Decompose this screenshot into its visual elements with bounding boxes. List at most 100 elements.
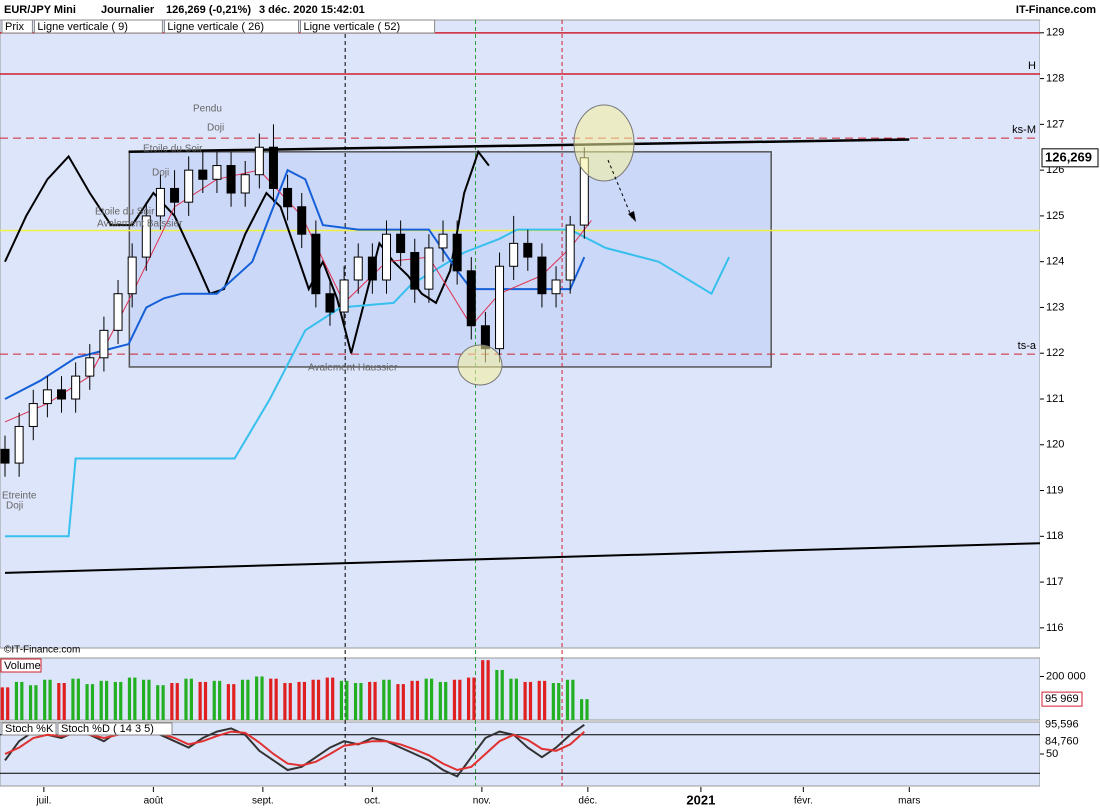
candle-body (297, 206, 307, 235)
volume-bar (260, 676, 264, 720)
volume-bar (218, 680, 222, 720)
candle-body (509, 242, 519, 267)
volume-bar (156, 685, 160, 720)
volume-bar (76, 678, 80, 720)
site: IT-Finance.com (1016, 4, 1096, 16)
volume-bar (127, 677, 132, 720)
volume-bar (466, 677, 471, 720)
last-volume-label: 95 969 (1045, 693, 1079, 705)
arrow-head (628, 211, 636, 222)
legend-box (33, 19, 163, 34)
x-tick-label: août (144, 796, 164, 807)
stoch-last-label: 95,596 (1045, 719, 1079, 731)
x-tick-label: oct. (364, 796, 380, 807)
candle-body (226, 165, 236, 194)
y-tick-label: 50 (1046, 748, 1058, 760)
pattern-label: Etreinte (2, 491, 37, 502)
volume-bar (486, 660, 490, 720)
volume-bar (509, 678, 513, 720)
volume-bar (523, 681, 527, 720)
legend-label: Ligne verticale ( 26) (167, 21, 264, 33)
candle-body (42, 389, 52, 405)
level-label: ks-M (1012, 124, 1036, 136)
volume-bar (543, 680, 547, 720)
candle-body (240, 174, 250, 194)
y-tick-label: 200 000 (1046, 670, 1086, 682)
volume-bar (85, 684, 89, 720)
stoch-last-label: 84,760 (1045, 736, 1079, 748)
volume-bar (113, 681, 117, 720)
last-volume-box (1041, 691, 1083, 707)
volume-bar (99, 680, 103, 720)
stoch-legend: Stoch %D ( 14 3 5) (61, 723, 154, 735)
x-tick-label: févr. (794, 796, 813, 807)
volume-bar (0, 687, 4, 720)
y-tick-label: 127 (1046, 118, 1064, 130)
volume-bar (20, 681, 24, 720)
level-label: H (1028, 60, 1036, 72)
volume-bar (28, 685, 33, 720)
x-tick-label: 2021 (686, 792, 715, 807)
volume-bar (288, 683, 292, 720)
stoch-legend-box (57, 722, 173, 736)
stoch-line (4, 723, 585, 778)
candle-body (551, 279, 561, 295)
volume-bar (472, 677, 476, 720)
volume-bar (580, 699, 584, 720)
volume-bar (105, 680, 109, 720)
volume-bar (62, 683, 66, 720)
volume-bar (571, 679, 575, 720)
volume-bar (198, 681, 202, 720)
y-tick-label: 123 (1046, 301, 1064, 313)
candle-body (127, 256, 137, 295)
candle-body (353, 256, 363, 281)
volume-bar (557, 683, 561, 720)
volume-bar (401, 684, 405, 720)
x-tick-label: nov. (473, 796, 491, 807)
volume-bar (495, 669, 499, 720)
y-tick-label: 121 (1046, 393, 1064, 405)
volume-bar (585, 699, 589, 720)
volume-bar (331, 677, 335, 720)
candle-body (184, 169, 194, 203)
volume-bar (382, 679, 386, 720)
y-tick-label: 125 (1046, 210, 1064, 222)
volume-bar (410, 680, 414, 720)
pattern-label: Doji (6, 501, 23, 512)
legend-box (1, 19, 33, 34)
highlight-circle (573, 104, 635, 182)
volume-bar (189, 678, 193, 720)
volume-bar (429, 678, 434, 720)
volume-panel (0, 657, 1041, 721)
price-axis (1040, 20, 1100, 810)
stoch-line (4, 729, 585, 772)
candle-body (424, 247, 434, 290)
volume-bar (500, 669, 504, 720)
volume-bar (48, 679, 52, 720)
volume-bar (203, 681, 208, 720)
candle-body (141, 215, 151, 258)
volume-bar (458, 679, 462, 720)
pattern-label: Etoile du Soir (143, 144, 203, 155)
volume-bar (147, 679, 151, 720)
candle-body (438, 233, 448, 249)
volume-bar (444, 681, 448, 720)
volume-bar (368, 681, 372, 720)
volume-bar (57, 683, 61, 720)
y-tick-label: 124 (1046, 256, 1064, 268)
volume-bar (359, 683, 363, 720)
volume-bar (438, 681, 442, 720)
period: Journalier (101, 4, 155, 16)
volume-bar (297, 681, 301, 720)
volume-bar (396, 684, 400, 720)
volume-bar (240, 679, 245, 720)
pattern-label: Doji (207, 123, 224, 134)
volume-bar (283, 683, 287, 720)
y-tick-label: 119 (1046, 484, 1064, 496)
candle-body (28, 403, 38, 427)
candle-body (99, 329, 109, 359)
y-tick-label: 117 (1046, 576, 1064, 588)
volume-bar (14, 681, 19, 720)
